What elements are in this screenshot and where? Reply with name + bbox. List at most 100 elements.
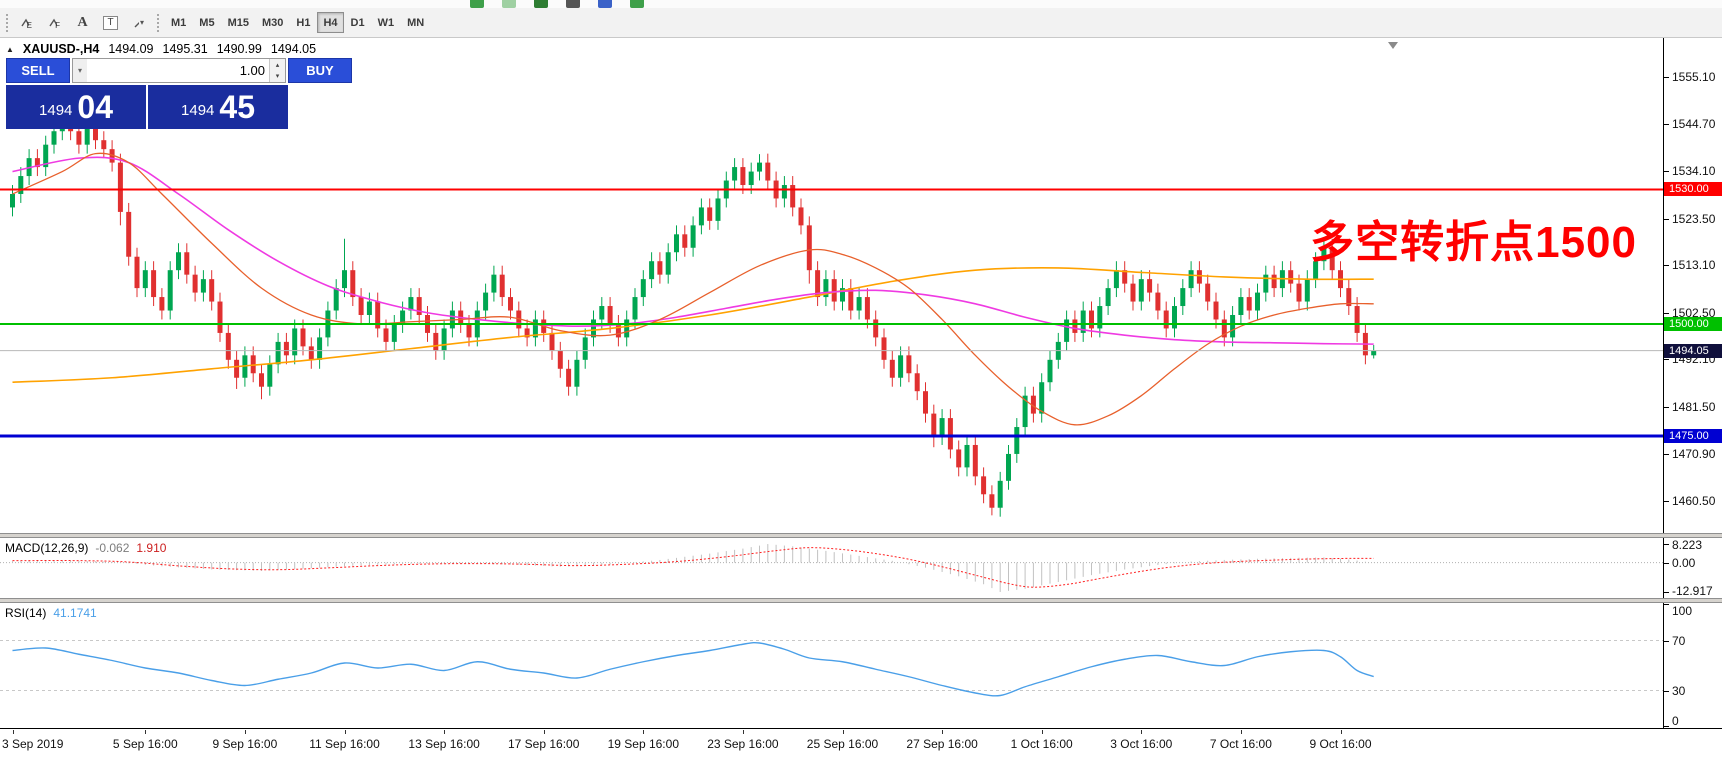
time-axis-label: 3 Oct 16:00 bbox=[1110, 737, 1173, 751]
time-axis-label: 23 Sep 16:00 bbox=[707, 737, 779, 751]
price-tag-1500.00: 1500.00 bbox=[1664, 316, 1722, 331]
quote-open: 1494.09 bbox=[108, 42, 154, 56]
quote-bar: ▲ XAUUSD-,H4 1494.09 1495.31 1490.99 149… bbox=[6, 42, 316, 56]
price-axis-label: 1555.10 bbox=[1672, 70, 1716, 84]
time-axis-label: 11 Sep 16:00 bbox=[309, 737, 380, 751]
price-tick bbox=[1664, 265, 1669, 267]
volume-stepper[interactable]: ▴ ▾ bbox=[269, 59, 285, 82]
chart-text-annotation[interactable]: 多空转折点1500 bbox=[1310, 218, 1637, 267]
time-axis-label: 19 Sep 16:00 bbox=[607, 737, 679, 751]
price-tick bbox=[1664, 454, 1669, 456]
rsi-name: RSI(14) bbox=[5, 606, 47, 620]
macd-tick bbox=[1664, 544, 1669, 545]
price-axis-label: 1544.70 bbox=[1672, 116, 1716, 131]
text-box-tool-icon[interactable]: T bbox=[98, 12, 123, 34]
zigzag-icon bbox=[21, 18, 29, 26]
time-tick bbox=[742, 730, 744, 734]
ma-mid-magenta bbox=[12, 156, 1374, 345]
sell-button[interactable]: SELL bbox=[6, 58, 70, 83]
sell-price-pips: 04 bbox=[77, 89, 113, 125]
timeframe-button-m5[interactable]: M5 bbox=[193, 12, 220, 33]
chart-frame-line bbox=[0, 728, 1722, 730]
sell-price-display[interactable]: 1494 04 bbox=[6, 85, 146, 129]
time-axis-label: 1 Oct 16:00 bbox=[1010, 737, 1073, 751]
buy-button[interactable]: BUY bbox=[288, 58, 352, 83]
macd-axis[interactable]: 8.223 0.00 -12.917 bbox=[1663, 538, 1722, 598]
price-tick bbox=[1664, 406, 1669, 408]
price-chart-canvas[interactable]: ▲ XAUUSD-,H4 1494.09 1495.31 1490.99 149… bbox=[0, 38, 1663, 533]
price-tick bbox=[1664, 501, 1669, 502]
pane-splitter[interactable] bbox=[0, 598, 1722, 603]
textbox-glyph: T bbox=[103, 15, 118, 30]
rsi-line bbox=[12, 641, 1374, 697]
time-tick bbox=[942, 730, 944, 734]
macd-chart bbox=[0, 544, 1663, 592]
toolbar-grip[interactable] bbox=[157, 13, 159, 32]
pane-splitter[interactable] bbox=[0, 533, 1722, 538]
volume-dropdown-icon[interactable]: ▾ bbox=[73, 59, 87, 82]
macd-pane: MACD(12,26,9) -0.062 1.910 8.223 0.00 -12.91… bbox=[0, 538, 1722, 598]
ma-slow-orange bbox=[12, 267, 1374, 384]
zigzag-icon bbox=[49, 18, 58, 27]
ma-fast-redorange bbox=[12, 152, 1374, 426]
chart-shift-marker-icon[interactable] bbox=[1387, 42, 1398, 49]
timeframe-button-w1[interactable]: W1 bbox=[372, 12, 401, 33]
timeframe-button-m15[interactable]: M15 bbox=[222, 12, 255, 33]
trade-prices-row: 1494 04 1494 45 bbox=[6, 85, 288, 129]
time-tick bbox=[1240, 730, 1242, 734]
volume-up-icon[interactable]: ▴ bbox=[270, 59, 285, 71]
price-axis-label: 1502.50 bbox=[1672, 305, 1716, 320]
macd-signal-line bbox=[12, 547, 1374, 588]
text-label-tool-icon[interactable]: A bbox=[70, 12, 95, 34]
time-tick bbox=[244, 730, 246, 734]
chart-panes: ▲ XAUUSD-,H4 1494.09 1495.31 1490.99 149… bbox=[0, 38, 1722, 756]
clipped-icon bbox=[598, 0, 612, 8]
dropdown-caret-icon: ▾ bbox=[139, 18, 144, 27]
macd-canvas[interactable]: MACD(12,26,9) -0.062 1.910 bbox=[0, 538, 1663, 598]
clipped-icon bbox=[502, 0, 516, 8]
one-click-collapse-icon[interactable]: ▲ bbox=[6, 44, 14, 54]
timeframe-button-mn[interactable]: MN bbox=[401, 12, 430, 33]
trendline-icon bbox=[134, 22, 139, 28]
main-chart-pane: ▲ XAUUSD-,H4 1494.09 1495.31 1490.99 149… bbox=[0, 38, 1722, 533]
price-axis-label: 1460.50 bbox=[1672, 494, 1716, 508]
rsi-value: 41.1741 bbox=[53, 606, 97, 620]
rsi-axis[interactable]: 100 70 30 0 bbox=[1663, 603, 1722, 728]
macd-signal-value: 1.910 bbox=[136, 541, 167, 555]
rsi-canvas[interactable]: RSI(14) 41.1741 bbox=[0, 603, 1663, 728]
drawing-tools-group: E F A T ▾ bbox=[14, 12, 151, 34]
toolbar-grip[interactable] bbox=[6, 13, 8, 32]
timeframe-button-m1[interactable]: M1 bbox=[165, 12, 192, 33]
time-axis-label: 7 Oct 16:00 bbox=[1209, 737, 1272, 751]
macd-axis-label: 0.00 bbox=[1672, 555, 1696, 570]
time-axis-label: 17 Sep 16:00 bbox=[507, 737, 580, 751]
rsi-tick bbox=[1664, 726, 1669, 727]
price-axis-label: 1481.50 bbox=[1672, 399, 1716, 414]
timeframe-button-d1[interactable]: D1 bbox=[345, 12, 371, 33]
buy-price-display[interactable]: 1494 45 bbox=[148, 85, 288, 129]
tool-subscript: F bbox=[55, 20, 60, 30]
price-tag-1494.05: 1494.05 bbox=[1664, 343, 1722, 358]
timeframe-button-h1[interactable]: H1 bbox=[290, 12, 316, 33]
price-tick bbox=[1664, 123, 1669, 125]
zigzag-indicator-f-icon[interactable]: F bbox=[42, 12, 67, 34]
quote-high: 1495.31 bbox=[162, 42, 208, 56]
time-tick bbox=[842, 730, 844, 734]
price-axis-label: 1513.10 bbox=[1672, 258, 1716, 273]
price-axis[interactable]: 1555.10 1544.70 1534.10 1523.50 1513.10 1502.… bbox=[1663, 38, 1722, 533]
buy-price-main: 1494 bbox=[181, 101, 215, 119]
time-axis-label: 9 Sep 16:00 bbox=[212, 737, 278, 751]
volume-input[interactable] bbox=[87, 59, 269, 82]
time-tick bbox=[344, 730, 346, 734]
timeframe-button-m30[interactable]: M30 bbox=[256, 12, 289, 33]
zigzag-indicator-e-icon[interactable]: E bbox=[14, 12, 39, 34]
time-tick bbox=[12, 730, 14, 734]
volume-down-icon[interactable]: ▾ bbox=[270, 70, 285, 82]
price-tick bbox=[1664, 218, 1669, 220]
trendline-tool-icon[interactable]: ▾ bbox=[126, 12, 151, 34]
time-axis[interactable]: 3 Sep 2019 5 Sep 16:00 9 Sep 16:00 11 Sep 1… bbox=[0, 730, 1722, 756]
timeframe-button-h4[interactable]: H4 bbox=[317, 12, 344, 33]
clipped-icon bbox=[534, 0, 548, 8]
time-axis-label: 3 Sep 2019 bbox=[2, 737, 64, 751]
